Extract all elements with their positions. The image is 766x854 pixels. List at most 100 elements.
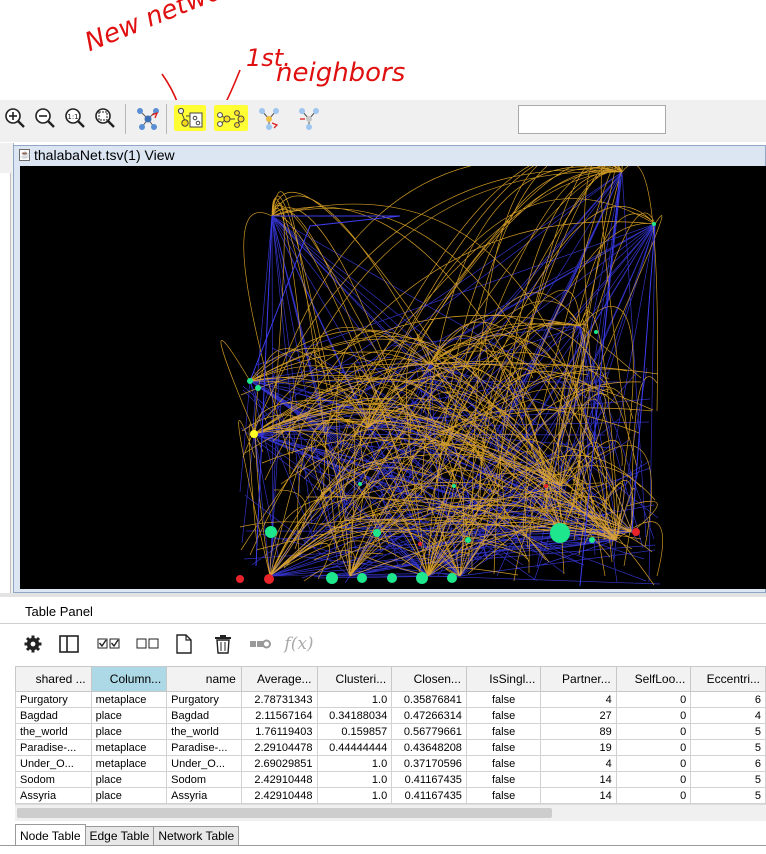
table-cell[interactable]: metaplace — [90, 755, 168, 772]
network-node[interactable] — [447, 573, 457, 583]
table-cell[interactable]: 0.43648208 — [391, 739, 467, 756]
search-input[interactable] — [518, 105, 666, 134]
table-cell[interactable]: 0.41167435 — [391, 787, 467, 804]
first-neighbors-button[interactable] — [214, 105, 248, 131]
table-cell[interactable]: 2.11567164 — [240, 707, 318, 724]
table-cell[interactable]: false — [465, 707, 542, 724]
table-cell[interactable]: 0.37170596 — [391, 755, 467, 772]
table-options-button[interactable] — [22, 632, 44, 656]
table-cell[interactable]: 19 — [540, 739, 617, 756]
network-node[interactable] — [255, 385, 261, 391]
table-cell[interactable]: 1.0 — [316, 771, 393, 788]
hide-selected-button[interactable] — [256, 105, 282, 131]
zoom-selected-button[interactable] — [92, 105, 118, 131]
network-node[interactable] — [452, 484, 456, 488]
network-node[interactable] — [373, 529, 381, 537]
table-row[interactable]: Sodom place Sodom 2.42910448 1.0 0.41167435 fa… — [15, 771, 766, 788]
table-row[interactable]: Purgatory metaplace Purgatory 2.78731343 1.0… — [15, 691, 766, 708]
network-node[interactable] — [326, 572, 338, 584]
table-cell[interactable]: false — [465, 739, 542, 756]
table-cell[interactable]: 2.69029851 — [240, 755, 318, 772]
function-builder-button[interactable]: f(x) — [283, 632, 315, 656]
node-table[interactable]: shared ... Column... name Average... Cluster… — [15, 666, 766, 804]
table-cell[interactable]: 4 — [540, 755, 617, 772]
table-horizontal-scrollbar[interactable] — [15, 804, 766, 821]
delete-column-button[interactable] — [212, 632, 234, 656]
column-header[interactable]: IsSingl... — [465, 666, 542, 692]
table-cell[interactable]: 1.0 — [316, 691, 393, 708]
table-cell[interactable]: 0 — [615, 771, 692, 788]
table-cell[interactable]: 1.0 — [316, 755, 393, 772]
table-cell[interactable]: false — [465, 755, 542, 772]
new-network-from-selection-button[interactable] — [174, 105, 206, 131]
zoom-actual-size-button[interactable]: 1:1 — [62, 105, 88, 131]
table-cell[interactable]: Paradise-... — [15, 739, 92, 756]
select-all-columns-button[interactable] — [96, 632, 122, 656]
network-node[interactable] — [387, 573, 397, 583]
column-header[interactable]: SelfLoo... — [615, 666, 692, 692]
tab-network-table[interactable]: Network Table — [153, 826, 240, 845]
network-node[interactable] — [418, 542, 422, 546]
table-cell[interactable]: 5 — [690, 723, 766, 740]
table-cell[interactable]: 0.159857 — [316, 723, 393, 740]
table-cell[interactable]: 0.47266314 — [391, 707, 467, 724]
table-cell[interactable]: 14 — [540, 771, 617, 788]
table-cell[interactable]: 14 — [540, 787, 617, 804]
table-cell[interactable]: 89 — [540, 723, 617, 740]
column-header[interactable]: shared ... — [15, 666, 92, 692]
table-row[interactable]: the_world place the_world 1.76119403 0.15985… — [15, 723, 766, 740]
table-cell[interactable]: false — [465, 691, 542, 708]
table-cell[interactable]: metaplace — [90, 691, 168, 708]
network-node[interactable] — [594, 330, 598, 334]
table-cell[interactable]: the_world — [15, 723, 92, 740]
network-node[interactable] — [589, 537, 595, 543]
table-row[interactable]: Assyria place Assyria 2.42910448 1.0 0.411674… — [15, 787, 766, 804]
column-header[interactable]: Partner... — [540, 666, 617, 692]
network-node[interactable] — [632, 528, 640, 536]
table-cell[interactable]: 0 — [615, 739, 692, 756]
network-node[interactable] — [652, 222, 656, 226]
network-node[interactable] — [264, 574, 274, 584]
table-cell[interactable]: 0.44444444 — [316, 739, 393, 756]
column-header[interactable]: name — [166, 666, 242, 692]
table-cell[interactable]: metaplace — [90, 739, 168, 756]
network-node[interactable] — [550, 523, 570, 543]
column-header[interactable]: Column... — [90, 666, 168, 692]
tab-edge-table[interactable]: Edge Table — [84, 826, 155, 845]
column-header[interactable]: Closen... — [391, 666, 467, 692]
table-row[interactable]: Paradise-... metaplace Paradise-... 2.29104… — [15, 739, 766, 756]
link-table-button[interactable] — [248, 632, 272, 656]
table-cell[interactable]: 0.56779661 — [391, 723, 467, 740]
network-node[interactable] — [544, 484, 548, 488]
table-cell[interactable]: 1.76119403 — [240, 723, 318, 740]
table-cell[interactable]: 0 — [615, 787, 692, 804]
show-all-button[interactable] — [296, 105, 322, 131]
table-row[interactable]: Under_O... metaplace Under_O... 2.69029851 1… — [15, 755, 766, 772]
network-node[interactable] — [357, 573, 367, 583]
table-cell[interactable]: Bagdad — [166, 707, 242, 724]
apply-layout-button[interactable] — [134, 105, 160, 131]
table-cell[interactable]: 0 — [615, 723, 692, 740]
table-cell[interactable]: 2.42910448 — [240, 771, 318, 788]
network-node[interactable] — [265, 526, 277, 538]
network-graph[interactable] — [20, 166, 766, 589]
table-cell[interactable]: Paradise-... — [166, 739, 242, 756]
network-canvas[interactable] — [20, 166, 766, 589]
table-cell[interactable]: 2.78731343 — [240, 691, 318, 708]
table-cell[interactable]: place — [90, 787, 168, 804]
table-row[interactable]: Bagdad place Bagdad 2.11567164 0.34188034 0.4… — [15, 707, 766, 724]
table-cell[interactable]: Sodom — [15, 771, 92, 788]
table-cell[interactable]: Assyria — [166, 787, 242, 804]
table-cell[interactable]: the_world — [166, 723, 242, 740]
column-header[interactable]: Eccentri... — [690, 666, 766, 692]
show-columns-button[interactable] — [58, 632, 80, 656]
table-cell[interactable]: 4 — [540, 691, 617, 708]
table-cell[interactable]: 4 — [690, 707, 766, 724]
table-cell[interactable]: Sodom — [166, 771, 242, 788]
network-node[interactable] — [416, 572, 428, 584]
column-header[interactable]: Clusteri... — [316, 666, 393, 692]
table-cell[interactable]: 1.0 — [316, 787, 393, 804]
table-cell[interactable]: 5 — [690, 787, 766, 804]
table-cell[interactable]: place — [90, 707, 168, 724]
network-node[interactable] — [247, 378, 253, 384]
